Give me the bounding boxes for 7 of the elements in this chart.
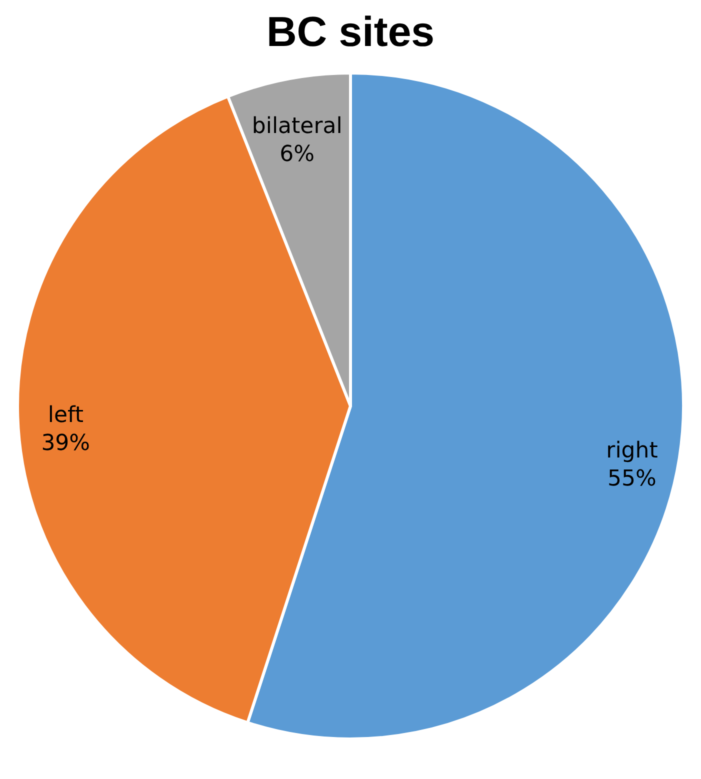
chart-title: BC sites <box>266 8 435 55</box>
data-label: 6% <box>280 142 315 168</box>
slice-label: right <box>606 438 658 464</box>
data-label: 39% <box>41 430 90 456</box>
data-label: 55% <box>608 466 656 492</box>
slice-label: bilateral <box>252 114 342 140</box>
slice-label: left <box>48 402 84 428</box>
